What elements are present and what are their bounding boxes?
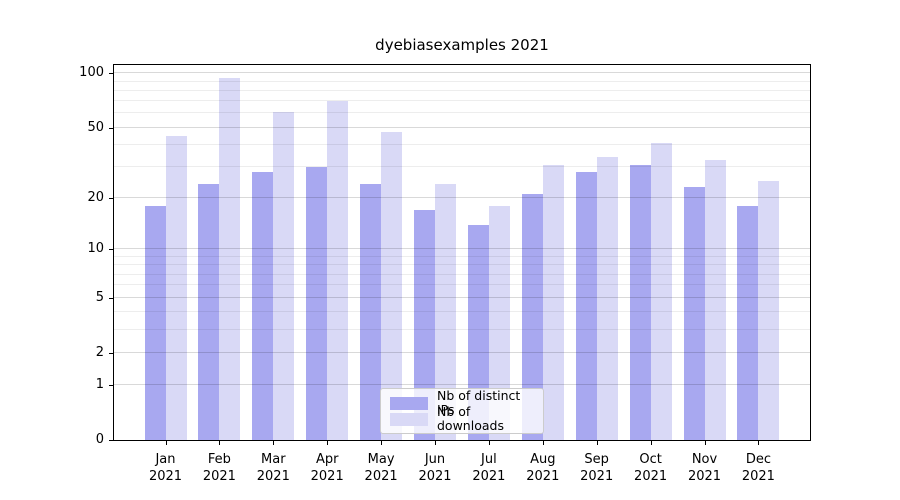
gridline-minor (114, 100, 810, 102)
gridline-minor (114, 89, 810, 91)
bar-apr-downloads (327, 101, 349, 440)
x-tick-mark (488, 441, 490, 445)
bar-nov-downloads (704, 159, 726, 440)
y-tick-label: 5 (95, 289, 104, 305)
gridline-minor (114, 256, 810, 257)
bar-jun-distinct-ips (414, 210, 435, 440)
gridline-major (114, 248, 810, 250)
bar-dec-distinct-ips (737, 206, 759, 440)
y-tick-label: 10 (87, 241, 104, 257)
bar-feb-distinct-ips (198, 184, 220, 440)
bar-may-distinct-ips (360, 184, 382, 440)
gridline-minor (114, 328, 810, 330)
legend-swatch-distinct-ips (390, 396, 428, 410)
x-tick-label: Jun 2021 (418, 452, 452, 484)
bar-mar-distinct-ips (252, 172, 274, 440)
x-tick-label: Oct 2021 (634, 452, 668, 484)
legend-item-distinct-ips: Nb of distinct IPs (390, 389, 534, 417)
x-tick-mark (650, 441, 652, 445)
y-tick-label: 0 (95, 432, 104, 447)
gridline-major (114, 72, 810, 74)
gridline-major (114, 383, 810, 385)
bar-apr-distinct-ips (306, 167, 328, 440)
x-tick-mark (758, 441, 760, 445)
y-tick-label: 2 (95, 344, 104, 360)
x-tick-label: Jan 2021 (148, 452, 183, 484)
legend-label-downloads: Nb of downloads (437, 404, 504, 433)
x-tick-mark (542, 441, 544, 445)
gridline-minor (114, 166, 810, 168)
gridline-major (114, 351, 810, 353)
bar-jan-distinct-ips (144, 206, 166, 440)
gridline-major (114, 197, 810, 198)
bar-jul-downloads (488, 206, 510, 440)
gridline-minor (114, 273, 810, 275)
y-tick-label: 50 (87, 119, 104, 135)
x-tick-label: Nov 2021 (687, 452, 722, 484)
x-tick-label: Aug 2021 (526, 452, 560, 484)
gridline-minor (114, 143, 810, 145)
y-tick-mark (109, 249, 113, 251)
gridline-minor (114, 264, 810, 266)
bar-jun-downloads (435, 184, 456, 440)
gridline-major (114, 296, 810, 298)
bar-sep-distinct-ips (575, 172, 597, 440)
y-tick-mark (109, 440, 113, 441)
bar-nov-distinct-ips (683, 187, 705, 440)
bar-dec-downloads (758, 181, 780, 440)
bar-aug-downloads (542, 164, 564, 440)
bar-jan-downloads (165, 135, 187, 440)
y-tick-mark (109, 198, 113, 199)
x-tick-label: Feb 2021 (202, 452, 236, 484)
x-tick-mark (381, 441, 383, 445)
gridline-minor (114, 284, 810, 286)
gridline-minor (114, 311, 810, 313)
legend-swatch-downloads (390, 412, 428, 426)
bar-aug-distinct-ips (521, 194, 543, 440)
gridline-major (114, 126, 810, 128)
bar-jul-distinct-ips (467, 224, 489, 440)
x-tick-label: Sep 2021 (580, 452, 614, 484)
x-tick-mark (165, 441, 167, 445)
x-tick-label: Apr 2021 (310, 452, 344, 484)
x-tick-label: Jul 2021 (472, 452, 506, 484)
legend-label-distinct-ips: Nb of distinct IPs (437, 388, 521, 417)
x-tick-label: May 2021 (364, 452, 398, 484)
x-tick-mark (596, 441, 598, 445)
y-tick-mark (109, 384, 113, 386)
y-tick-label: 100 (79, 65, 104, 81)
x-tick-mark (273, 441, 275, 445)
y-tick-label: 20 (87, 190, 104, 205)
bar-sep-downloads (596, 157, 618, 440)
legend-item-downloads: Nb of downloads (390, 405, 534, 433)
y-tick-label: 1 (95, 376, 104, 392)
x-tick-mark (327, 441, 329, 445)
bar-oct-distinct-ips (629, 164, 651, 440)
y-tick-mark (109, 73, 113, 75)
bar-oct-downloads (650, 142, 672, 440)
y-tick-mark (109, 297, 113, 299)
x-tick-mark (219, 441, 221, 445)
x-tick-mark (435, 441, 436, 445)
plot-area (113, 64, 811, 441)
x-tick-label: Dec 2021 (741, 452, 775, 484)
x-tick-mark (704, 441, 706, 445)
legend: Nb of distinct IPs Nb of downloads (380, 388, 544, 434)
y-tick-mark (109, 352, 113, 354)
bar-mar-downloads (273, 112, 295, 440)
y-tick-mark (109, 127, 113, 129)
bar-feb-downloads (219, 78, 241, 440)
x-tick-label: Mar 2021 (256, 452, 290, 484)
chart-title: dyebiasexamples 2021 (375, 36, 549, 54)
gridline-minor (114, 80, 810, 82)
bar-may-downloads (381, 132, 403, 440)
gridline-minor (114, 112, 810, 114)
